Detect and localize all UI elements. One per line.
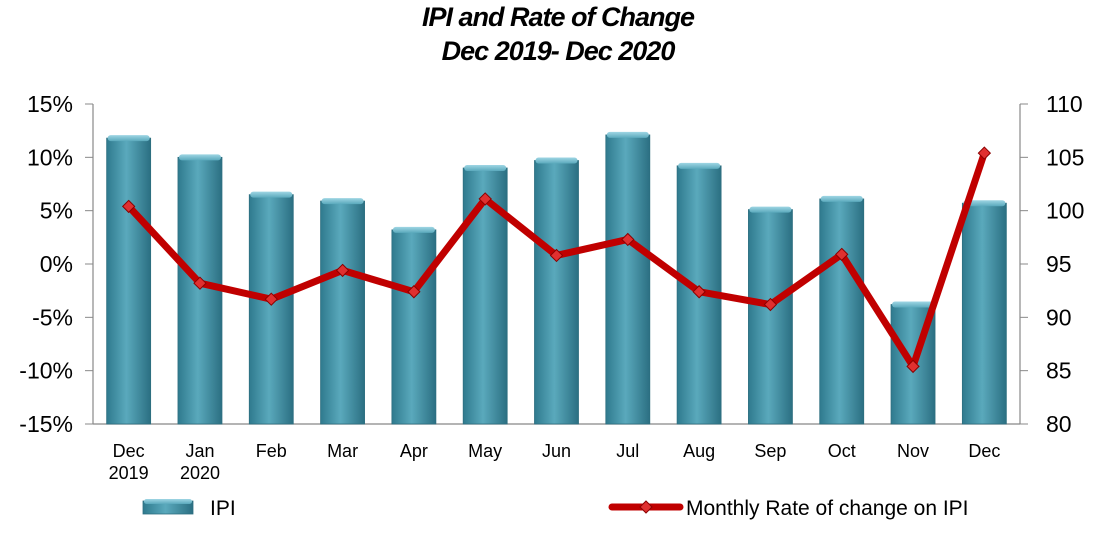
x-tick-label: Aug [683, 441, 715, 461]
rate-point [193, 276, 207, 290]
x-tick-label: 2019 [109, 463, 149, 483]
rate-point [264, 292, 278, 306]
legend-ipi-label: IPI [210, 497, 236, 520]
left-tick-label: 5% [40, 198, 73, 224]
x-tick-label: Dec [113, 441, 145, 461]
ipi-bar-cap [250, 191, 293, 198]
rate-point [335, 263, 350, 278]
left-tick-label: -15% [19, 411, 73, 437]
left-tick-label: 10% [27, 144, 73, 170]
rate-point [407, 285, 421, 299]
rate-point [692, 285, 706, 299]
ipi-bar [462, 167, 508, 425]
left-tick-label: 0% [40, 251, 73, 277]
ipi-bar-cap [678, 162, 721, 169]
ipi-bar-cap [892, 301, 935, 308]
chart-title: IPI and Rate of Change [421, 2, 695, 32]
rate-point [906, 359, 920, 374]
ipi-bar [106, 137, 152, 425]
right-tick-label: 95 [1046, 251, 1072, 277]
rate-point [977, 146, 992, 160]
x-tick-label: Jun [542, 441, 571, 461]
legend-ipi-swatch-cap [144, 499, 192, 504]
ipi-bar-cap [464, 165, 507, 171]
ipi-bar [748, 209, 793, 425]
x-tick-label: Dec [968, 441, 1000, 461]
left-tick-label: -5% [32, 304, 73, 330]
rate-point [478, 192, 492, 206]
x-tick-label: 2020 [180, 463, 220, 483]
chart-subtitle: Dec 2019- Dec 2020 [441, 36, 676, 66]
rate-point [121, 199, 136, 214]
ipi-bar [391, 229, 437, 425]
ipi-bar-cap [820, 195, 863, 202]
ipi-bar-cap [606, 131, 649, 138]
x-tick-label: Nov [897, 441, 929, 461]
ipi-bar-cap [107, 135, 150, 142]
left-tick-label: -10% [19, 358, 73, 384]
x-tick-label: Jan [185, 441, 214, 461]
ipi-bar [534, 160, 579, 425]
right-tick-label: 85 [1046, 358, 1072, 384]
ipi-bar-cap [749, 206, 792, 213]
ipi-bar-cap [392, 226, 435, 233]
legend-rate-marker [639, 500, 653, 514]
ipi-bar-cap [321, 198, 364, 205]
ipi-bar [320, 200, 365, 425]
x-tick-label: Jul [616, 441, 639, 461]
x-tick-label: Feb [256, 441, 287, 461]
rate-point [549, 248, 564, 263]
ipi-bar-cap [963, 200, 1006, 207]
ipi-bar-cap [535, 157, 578, 164]
right-tick-label: 90 [1046, 304, 1072, 330]
rate-point [835, 247, 849, 262]
left-tick-label: 15% [27, 91, 73, 117]
x-tick-label: Apr [400, 441, 428, 461]
x-tick-label: Mar [327, 441, 358, 461]
ipi-bar [819, 198, 865, 425]
legend-rate-label: Monthly Rate of change on IPI [686, 497, 969, 520]
right-tick-label: 105 [1046, 144, 1084, 170]
ipi-bar [961, 202, 1007, 425]
ipi-bar [177, 156, 223, 425]
rate-point [621, 232, 635, 247]
x-tick-label: Oct [828, 441, 856, 461]
ipi-bar [605, 134, 651, 425]
right-tick-label: 80 [1046, 411, 1072, 437]
ipi-bar [248, 194, 294, 425]
x-tick-label: Sep [754, 441, 786, 461]
x-tick-label: May [468, 441, 502, 461]
right-tick-label: 110 [1046, 91, 1083, 117]
ipi-bar-cap [178, 154, 221, 161]
rate-point [763, 297, 778, 312]
right-tick-label: 100 [1046, 198, 1084, 224]
